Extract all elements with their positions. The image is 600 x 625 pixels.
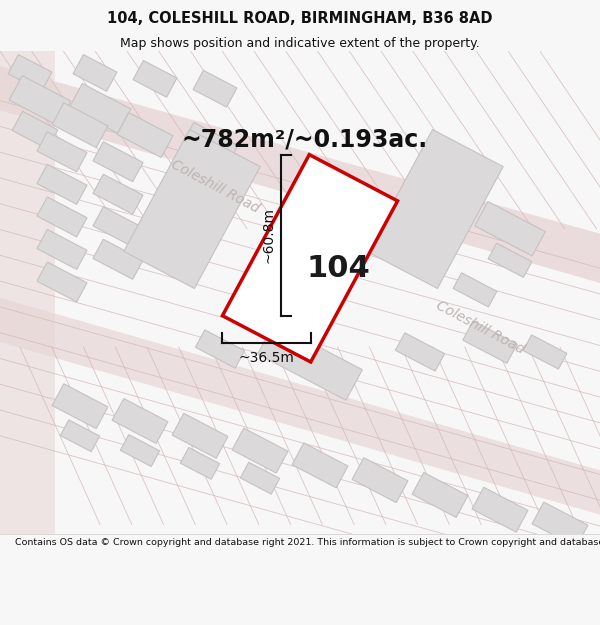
Polygon shape — [61, 420, 100, 452]
Polygon shape — [124, 129, 260, 289]
Polygon shape — [93, 174, 143, 214]
Text: ~36.5m: ~36.5m — [239, 351, 295, 365]
Polygon shape — [0, 66, 600, 283]
Polygon shape — [523, 335, 567, 369]
Polygon shape — [93, 142, 143, 182]
Polygon shape — [8, 54, 52, 91]
Polygon shape — [133, 61, 177, 98]
Polygon shape — [292, 443, 348, 488]
Polygon shape — [223, 154, 398, 362]
Polygon shape — [488, 243, 532, 278]
Polygon shape — [93, 239, 143, 279]
Polygon shape — [69, 84, 131, 133]
Polygon shape — [172, 413, 228, 458]
Text: ~782m²/~0.193ac.: ~782m²/~0.193ac. — [182, 128, 428, 152]
Polygon shape — [9, 76, 71, 126]
Text: Contains OS data © Crown copyright and database right 2021. This information is : Contains OS data © Crown copyright and d… — [15, 538, 600, 547]
Polygon shape — [196, 330, 245, 368]
Text: Coleshill Road: Coleshill Road — [169, 157, 262, 216]
Polygon shape — [12, 111, 58, 149]
Polygon shape — [463, 321, 517, 363]
Polygon shape — [532, 502, 588, 547]
Polygon shape — [112, 399, 168, 444]
Polygon shape — [472, 488, 528, 532]
Polygon shape — [0, 51, 55, 534]
Text: 104, COLESHILL ROAD, BIRMINGHAM, B36 8AD: 104, COLESHILL ROAD, BIRMINGHAM, B36 8AD — [107, 11, 493, 26]
Polygon shape — [453, 272, 497, 307]
Polygon shape — [367, 129, 503, 289]
Polygon shape — [352, 458, 408, 503]
Polygon shape — [52, 384, 108, 429]
Polygon shape — [37, 164, 87, 204]
Polygon shape — [241, 462, 280, 494]
Polygon shape — [37, 229, 87, 269]
Polygon shape — [0, 298, 600, 514]
Polygon shape — [232, 428, 288, 473]
Polygon shape — [257, 324, 362, 400]
Polygon shape — [93, 207, 143, 247]
Polygon shape — [37, 197, 87, 237]
Text: ~60.8m: ~60.8m — [261, 207, 275, 263]
Text: Map shows position and indicative extent of the property.: Map shows position and indicative extent… — [120, 37, 480, 50]
Polygon shape — [37, 262, 87, 302]
Polygon shape — [52, 102, 108, 148]
Polygon shape — [37, 132, 87, 172]
Polygon shape — [73, 54, 117, 91]
Polygon shape — [395, 333, 445, 371]
Polygon shape — [412, 472, 468, 518]
Text: 104: 104 — [306, 254, 370, 282]
Polygon shape — [193, 71, 237, 107]
Polygon shape — [181, 448, 220, 479]
Polygon shape — [182, 122, 238, 168]
Polygon shape — [475, 201, 545, 256]
Polygon shape — [117, 112, 173, 158]
Polygon shape — [121, 434, 160, 466]
Text: Coleshill Road: Coleshill Road — [433, 298, 527, 356]
